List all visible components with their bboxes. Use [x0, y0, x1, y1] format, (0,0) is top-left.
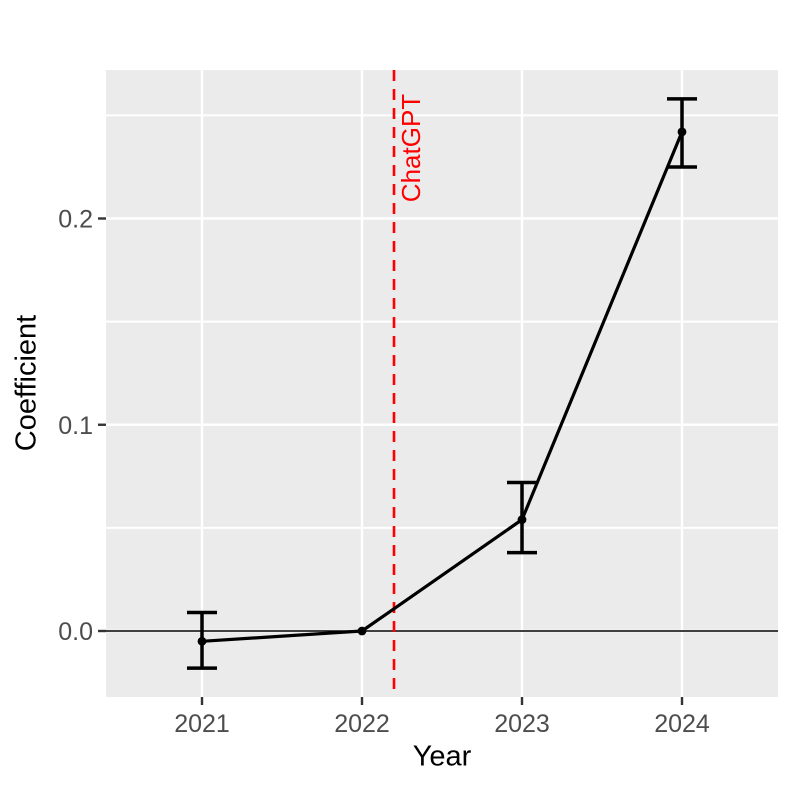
- data-point: [677, 127, 687, 137]
- chatgpt-annotation-label: ChatGPT: [396, 93, 426, 203]
- x-tick-label: 2021: [174, 710, 230, 738]
- y-tick-label: 0.1: [58, 412, 93, 440]
- plot-panel: [106, 70, 778, 697]
- x-tick-label: 2023: [494, 710, 550, 738]
- x-axis-title: Year: [412, 740, 472, 773]
- data-point: [197, 636, 207, 646]
- y-tick-label: 0.2: [58, 206, 93, 234]
- data-point: [357, 626, 367, 636]
- y-axis-title: Coefficient: [10, 314, 43, 452]
- y-tick-label: 0.0: [58, 618, 93, 646]
- x-tick-label: 2022: [334, 710, 390, 738]
- data-point: [517, 515, 527, 525]
- x-tick-label: 2024: [654, 710, 710, 738]
- coefficient-line: [200, 130, 684, 643]
